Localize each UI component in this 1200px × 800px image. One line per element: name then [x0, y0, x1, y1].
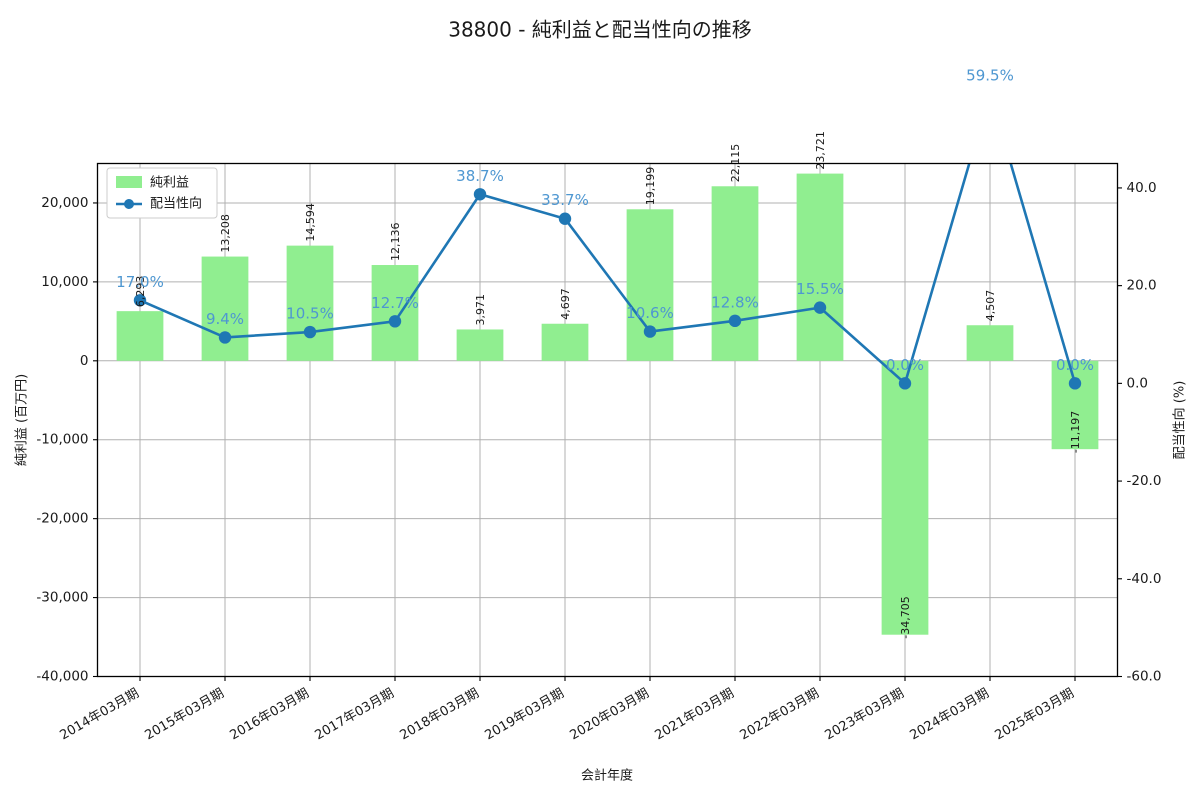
chart-legend[interactable]: 純利益 配当性向: [106, 167, 218, 219]
y-axis-left-title: 純利益 (百万円): [15, 374, 30, 466]
data-point-marker: [813, 301, 827, 314]
legend-swatch-net-income: [116, 176, 142, 188]
line-value-labels: 17.0% 9.4% 10.5% 12.7% 38.7% 33.7% 10.6% 12.8% 1…: [116, 67, 1094, 374]
bar-value-label: 4,507: [984, 290, 997, 322]
line-value-label: 17.0%: [116, 273, 164, 291]
bar: [541, 323, 589, 361]
line-value-label: 38.7%: [456, 167, 504, 185]
y-axis-left-tick-label: -40,000: [36, 669, 88, 685]
y-axis-left-tick-label: -30,000: [36, 590, 88, 606]
bar: [456, 329, 504, 361]
y-axis-right-tick-label: 20.0: [1127, 278, 1157, 294]
legend-label-payout-ratio: 配当性向: [150, 196, 202, 212]
bar-value-label: -34,705: [899, 596, 912, 638]
data-point-marker: [558, 212, 572, 225]
bar-value-labels: 6,293 13,208 14,594 12,136 3,971 4,697 19,199 2…: [134, 131, 1082, 639]
legend-marker-payout-ratio: [124, 199, 134, 209]
page-title: 38800 - 純利益と配当性向の推移: [448, 18, 752, 42]
bar-value-label: 4,697: [559, 288, 572, 320]
bar-value-label: 23,721: [814, 131, 827, 170]
bar: [1051, 360, 1099, 450]
y-axis-right-tick-label: -20.0: [1127, 473, 1162, 489]
bar-value-label: 12,136: [389, 223, 402, 262]
line-value-label: 59.5%: [966, 67, 1014, 85]
y-axis-left-tick-label: 0: [80, 353, 89, 369]
line-value-label: 12.8%: [711, 293, 759, 311]
line-value-label: 15.5%: [796, 280, 844, 298]
bar: [626, 209, 674, 361]
bar-value-label: 3,971: [474, 294, 487, 326]
y-axis-left-tick-label: 10,000: [41, 274, 88, 290]
line-value-label: 0.0%: [1056, 356, 1094, 374]
bar-value-label: 14,594: [304, 203, 317, 242]
y-axis-right-tick-label: -60.0: [1127, 669, 1162, 685]
bar: [881, 360, 929, 635]
data-point-marker: [728, 314, 742, 328]
bar-value-label: -11,197: [1069, 411, 1082, 453]
data-point-marker: [133, 294, 147, 307]
line-value-label: 0.0%: [886, 356, 924, 374]
line-value-label: 10.6%: [626, 304, 674, 322]
bar-value-label: 13,208: [219, 214, 232, 253]
line-value-label: 9.4%: [206, 310, 244, 328]
y-axis-right-tick-label: 0.0: [1127, 375, 1148, 391]
y-axis-left-ticks: -40,000 -30,000 -20,000 -10,000 0 10,000 20,00…: [36, 195, 98, 685]
data-point-marker: [303, 325, 317, 339]
data-point-marker: [388, 315, 402, 328]
y-axis-left-tick-label: 20,000: [41, 195, 88, 211]
line-path: [138, 163, 1077, 385]
data-point-marker: [898, 377, 912, 390]
bar: [201, 256, 249, 361]
data-point-marker: [1068, 377, 1082, 390]
line-markers: [133, 188, 1082, 390]
bar-value-label: 6,293: [134, 276, 147, 308]
bar: [796, 173, 844, 361]
line-value-label: 33.7%: [541, 191, 589, 209]
bar: [966, 325, 1014, 361]
y-axis-right-tick-label: -40.0: [1127, 571, 1162, 587]
bar: [371, 265, 419, 361]
bar: [711, 186, 759, 361]
legend-label-net-income: 純利益: [150, 176, 189, 191]
line-value-label: 10.5%: [286, 305, 334, 323]
gridlines: [97, 163, 1118, 677]
line-value-label: 12.7%: [371, 294, 419, 312]
bar: [116, 311, 164, 361]
y-axis-left-tick-label: -10,000: [36, 432, 88, 448]
data-point-marker: [473, 188, 487, 201]
data-point-marker: [643, 325, 657, 338]
bar: [286, 245, 334, 361]
y-axis-right-tick-label: 40.0: [1127, 180, 1157, 196]
bar-value-label: 19,199: [644, 167, 657, 206]
plot-frame: [96, 162, 1119, 678]
y-axis-right-title: 配当性向 (%): [1172, 381, 1188, 460]
y-axis-left-tick-label: -20,000: [36, 511, 88, 527]
line-series-payout-ratio: [138, 163, 1077, 385]
y-axis-right-ticks: -60.0 -40.0 -20.0 0.0 20.0 40.0: [1117, 180, 1162, 685]
x-axis-title: 会計年度: [581, 768, 633, 784]
data-point-marker: [218, 331, 232, 344]
